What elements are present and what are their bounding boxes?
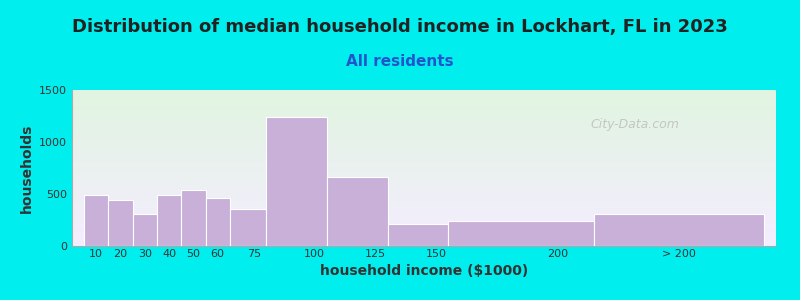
X-axis label: household income ($1000): household income ($1000) xyxy=(320,264,528,278)
Bar xyxy=(448,221,594,246)
Text: All residents: All residents xyxy=(346,54,454,69)
Bar xyxy=(387,224,448,246)
Bar xyxy=(230,209,266,246)
Bar xyxy=(206,198,230,246)
Bar xyxy=(84,195,109,246)
Bar xyxy=(266,117,327,246)
Bar xyxy=(182,190,206,246)
Bar xyxy=(327,177,387,246)
Bar xyxy=(133,214,157,246)
Text: City-Data.com: City-Data.com xyxy=(590,118,680,131)
Bar xyxy=(157,195,182,246)
Y-axis label: households: households xyxy=(19,123,34,213)
Bar xyxy=(594,214,764,246)
Bar xyxy=(109,200,133,246)
Text: Distribution of median household income in Lockhart, FL in 2023: Distribution of median household income … xyxy=(72,18,728,36)
